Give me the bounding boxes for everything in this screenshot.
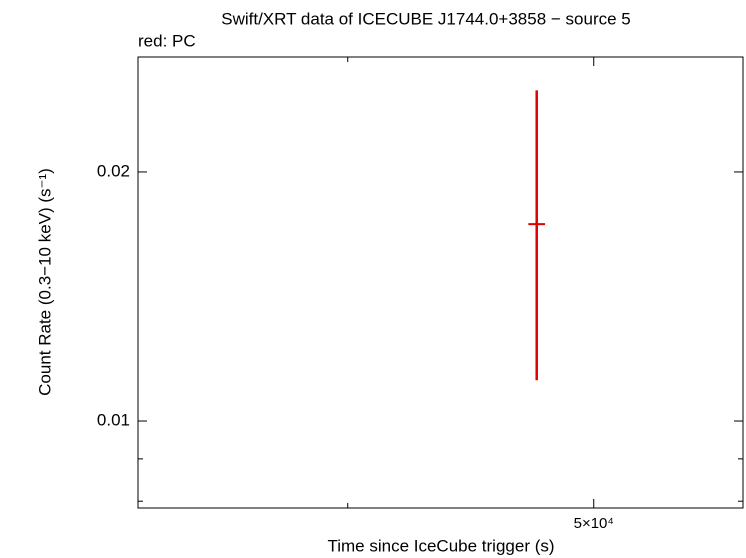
subtitle: red: PC bbox=[138, 31, 196, 50]
plot-frame bbox=[137, 56, 744, 509]
x-tick-label: 5×10⁴ bbox=[574, 515, 614, 532]
x-axis-label: Time since IceCube trigger (s) bbox=[327, 536, 554, 555]
chart-title: Swift/XRT data of ICECUBE J1744.0+3858 −… bbox=[221, 9, 631, 28]
y-tick-label: 0.02 bbox=[97, 161, 130, 180]
y-tick-label: 0.01 bbox=[97, 411, 130, 430]
y-axis-label: Count Rate (0.3−10 keV) (s⁻¹) bbox=[35, 168, 54, 396]
